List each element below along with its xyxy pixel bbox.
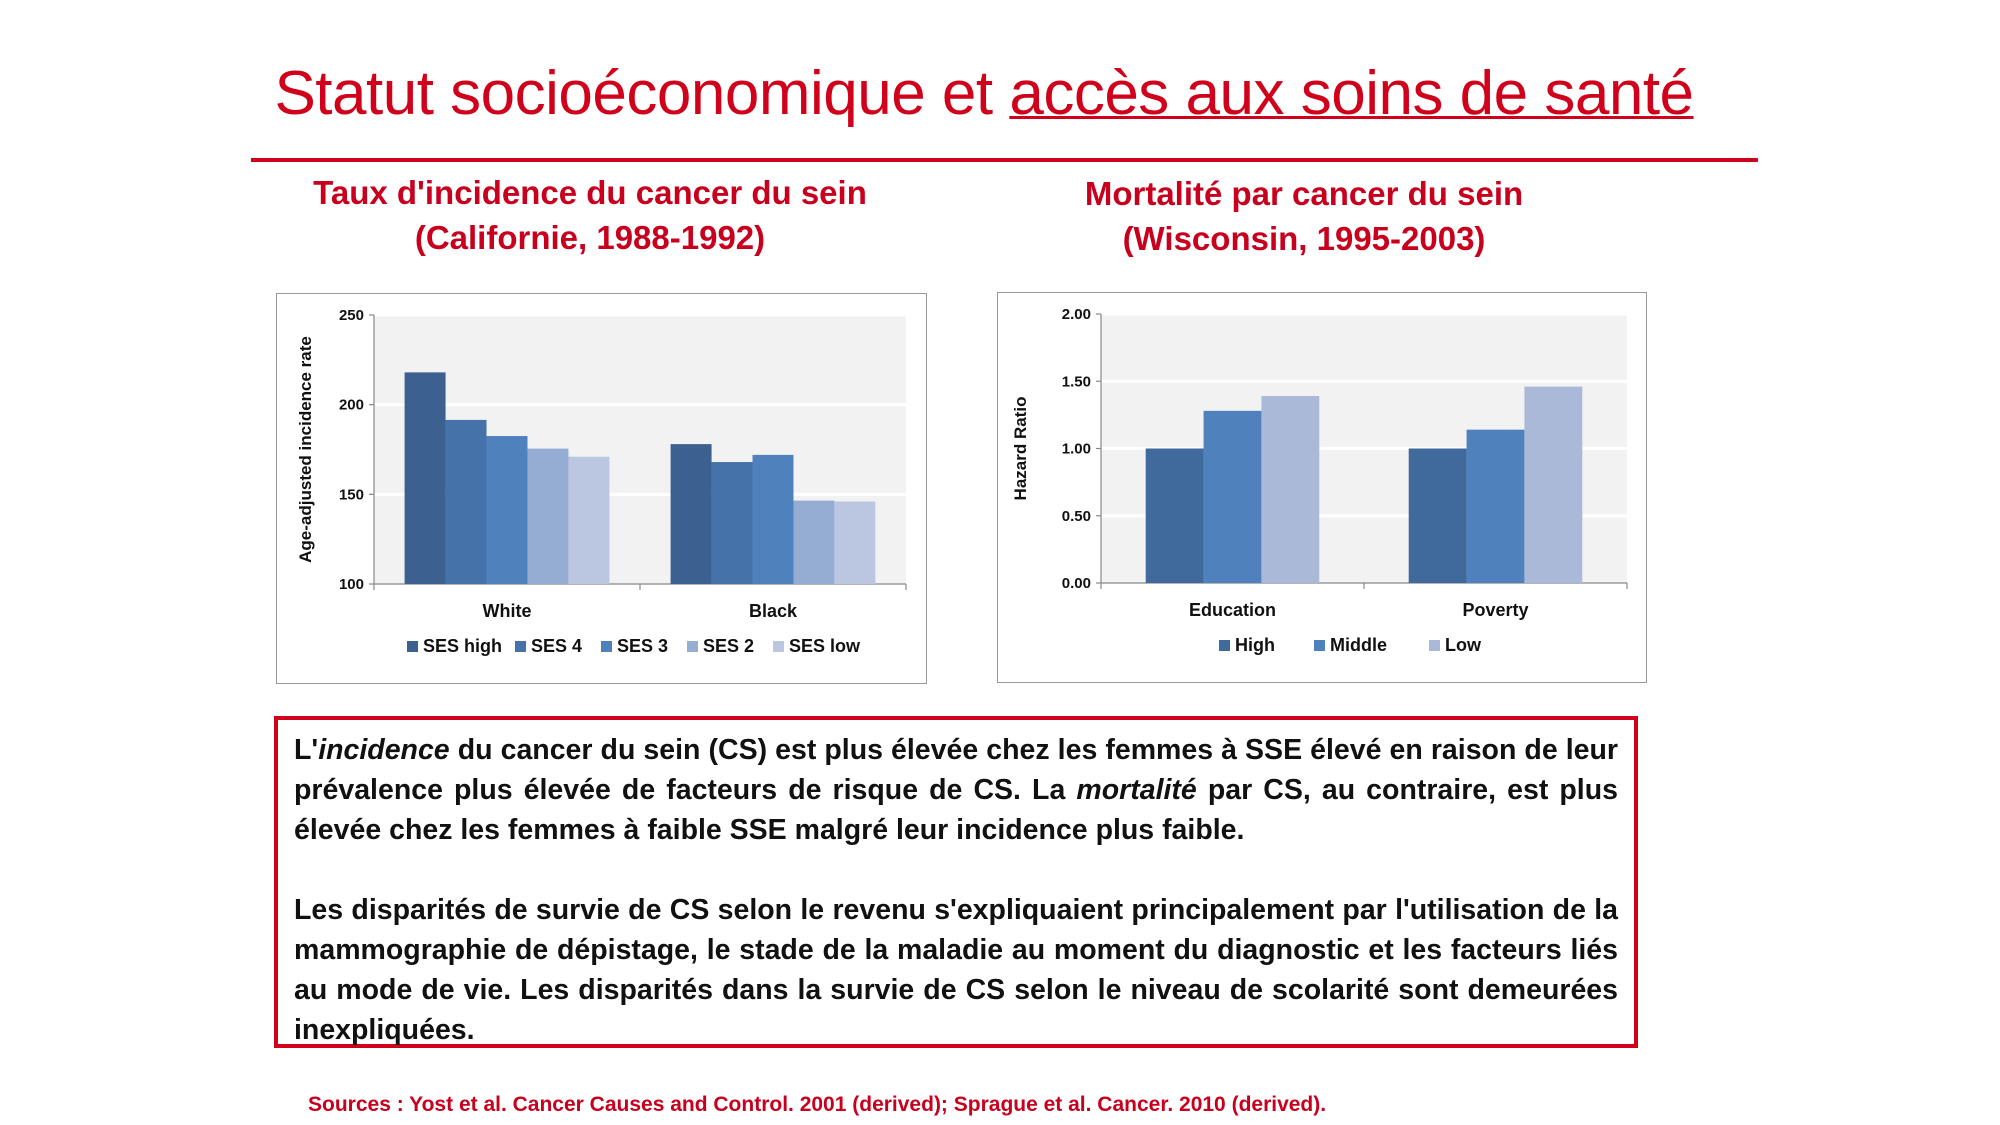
legend-label: Middle xyxy=(1330,635,1387,655)
x-category-label: Poverty xyxy=(1462,600,1528,620)
mortality-chart: 0.00 0.50 1.00 1.50 2.00 Education Poverty Haza… xyxy=(997,292,1647,683)
legend-swatch xyxy=(407,641,418,652)
y-tick-label: 200 xyxy=(339,397,364,414)
bar-white-ses-low xyxy=(568,456,610,584)
bar-white-ses-2 xyxy=(527,448,569,584)
y-tick-label: 250 xyxy=(339,307,364,324)
legend-swatch xyxy=(515,641,526,652)
bar-white-ses-3 xyxy=(486,436,528,584)
summary-box: L'incidence du cancer du sein (CS) est p… xyxy=(274,716,1638,1048)
p1-text: L' xyxy=(294,734,319,766)
sources-note: Sources : Yost et al. Cancer Causes and … xyxy=(308,1093,1327,1116)
bar-education-low xyxy=(1261,396,1320,583)
legend-label: SES low xyxy=(789,636,861,656)
bar-poverty-high xyxy=(1408,448,1467,583)
x-category-label: Black xyxy=(749,601,798,621)
y-tick-label: 0.50 xyxy=(1062,508,1091,525)
page-title: Statut socioéconomique et accès aux soin… xyxy=(0,58,1968,129)
x-category-label: White xyxy=(483,601,532,621)
bar-poverty-low xyxy=(1524,386,1583,583)
y-tick-label: 150 xyxy=(339,486,364,503)
title-divider xyxy=(251,158,1758,162)
legend-swatch xyxy=(1429,640,1440,651)
legend-swatch xyxy=(687,641,698,652)
legend-label: SES 4 xyxy=(531,636,582,656)
legend-label: Low xyxy=(1445,635,1482,655)
p1-emph-incidence: incidence xyxy=(318,734,450,766)
legend-swatch xyxy=(1314,640,1325,651)
y-axis-title: Age-adjusted incidence rate xyxy=(296,336,315,563)
title-plain: Statut socioéconomique et xyxy=(274,59,1010,128)
bar-black-ses-low xyxy=(834,501,876,584)
legend-label: SES high xyxy=(423,636,502,656)
p1-text: par CS, au contraire, est plus élevée ch… xyxy=(294,774,1618,846)
y-tick-label: 1.00 xyxy=(1062,441,1091,458)
right-chart-title: Mortalité par cancer du sein (Wisconsin,… xyxy=(1004,171,1604,261)
bar-education-middle xyxy=(1203,410,1262,583)
left-chart-title: Taux d'incidence du cancer du sein (Cali… xyxy=(290,170,890,260)
p1-emph-mortalite: mortalité xyxy=(1076,774,1197,806)
summary-paragraph-2: Les disparités de survie de CS selon le … xyxy=(294,894,1618,1046)
y-tick-label: 100 xyxy=(339,576,364,593)
chart-svg: 100 150 200 250 White Black Age-adjusted incid… xyxy=(296,307,907,656)
legend-swatch xyxy=(601,641,612,652)
legend-label: SES 3 xyxy=(617,636,668,656)
legend-swatch xyxy=(1219,640,1230,651)
legend-label: High xyxy=(1235,635,1275,655)
y-tick-label: 0.00 xyxy=(1062,575,1091,592)
left-chart-title-line1: Taux d'incidence du cancer du sein xyxy=(313,174,867,211)
right-chart-title-line1: Mortalité par cancer du sein xyxy=(1084,175,1524,212)
bar-poverty-middle xyxy=(1466,429,1525,583)
bar-white-ses-4 xyxy=(445,419,487,584)
y-tick-label: 1.50 xyxy=(1062,373,1091,390)
p1-text: du cancer du sein (CS) est plus élevée c… xyxy=(294,734,1618,806)
title-underlined: accès aux soins de santé xyxy=(1009,59,1694,128)
bar-black-ses-3 xyxy=(752,454,794,584)
y-axis-title: Hazard Ratio xyxy=(1011,397,1030,501)
chart-svg: 0.00 0.50 1.00 1.50 2.00 Education Poverty Haza… xyxy=(1011,306,1628,655)
bar-education-high xyxy=(1145,448,1204,583)
y-tick-label: 2.00 xyxy=(1062,306,1091,323)
bar-black-ses-2 xyxy=(793,500,835,584)
bar-white-ses-high xyxy=(404,372,446,584)
bar-black-ses-high xyxy=(670,444,712,584)
left-chart-title-line2: (Californie, 1988-1992) xyxy=(414,219,766,256)
bar-black-ses-4 xyxy=(711,462,753,584)
right-chart-title-line2: (Wisconsin, 1995-2003) xyxy=(1122,220,1486,257)
legend-swatch xyxy=(773,641,784,652)
incidence-chart: 100 150 200 250 White Black Age-adjusted incid… xyxy=(276,293,927,684)
x-category-label: Education xyxy=(1189,600,1276,620)
summary-paragraph-1: L'incidence du cancer du sein (CS) est p… xyxy=(294,730,1618,850)
legend-label: SES 2 xyxy=(703,636,754,656)
